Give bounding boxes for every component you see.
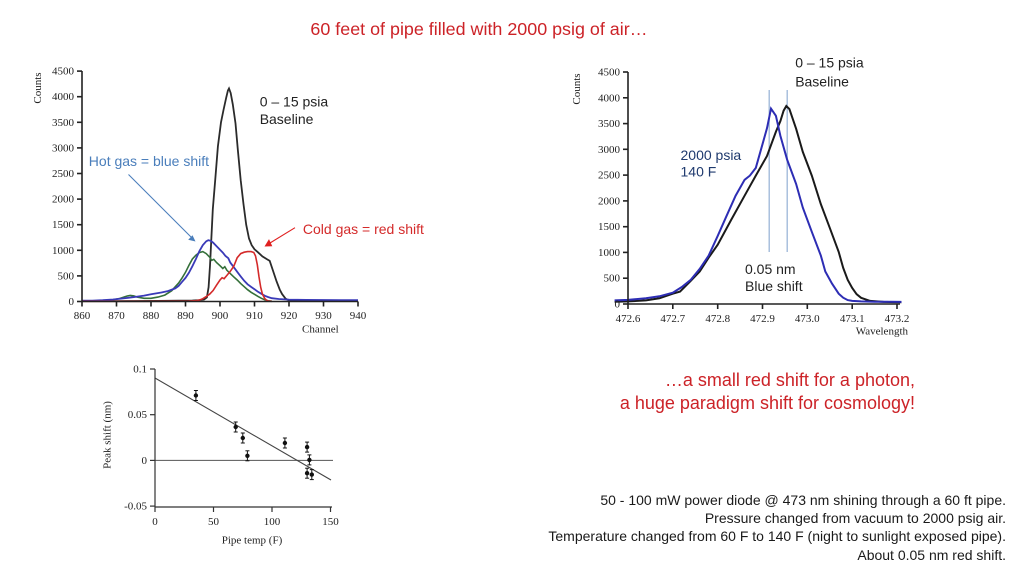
svg-text:4500: 4500 (598, 67, 621, 79)
svg-text:1500: 1500 (598, 221, 621, 233)
svg-text:3500: 3500 (52, 117, 75, 129)
svg-text:Counts: Counts (571, 73, 583, 104)
svg-text:472.7: 472.7 (660, 313, 685, 325)
svg-text:3000: 3000 (52, 142, 75, 154)
svg-text:473.0: 473.0 (795, 313, 820, 325)
svg-text:2000: 2000 (52, 194, 75, 206)
svg-text:140 F: 140 F (681, 164, 717, 180)
svg-text:4000: 4000 (598, 92, 621, 104)
svg-text:472.6: 472.6 (616, 313, 641, 325)
svg-text:Hot gas = blue shift: Hot gas = blue shift (89, 153, 209, 169)
svg-text:0.05: 0.05 (128, 409, 148, 421)
svg-text:473.1: 473.1 (840, 313, 865, 325)
svg-text:0.1: 0.1 (133, 364, 147, 376)
svg-text:Counts: Counts (32, 72, 44, 103)
svg-text:0: 0 (69, 296, 75, 308)
svg-text:870: 870 (108, 310, 125, 322)
svg-text:2000 psia: 2000 psia (681, 147, 742, 163)
svg-text:0 – 15 psia: 0 – 15 psia (795, 54, 864, 70)
svg-text:1000: 1000 (598, 247, 621, 259)
svg-text:500: 500 (604, 273, 621, 285)
svg-text:473.2: 473.2 (885, 313, 910, 325)
svg-text:150: 150 (322, 516, 339, 528)
svg-text:890: 890 (177, 310, 194, 322)
svg-text:Baseline: Baseline (795, 73, 849, 89)
svg-text:0 – 15 psia: 0 – 15 psia (260, 93, 329, 109)
svg-text:880: 880 (143, 310, 160, 322)
svg-text:930: 930 (315, 310, 332, 322)
svg-text:500: 500 (58, 270, 75, 282)
svg-text:2500: 2500 (598, 170, 621, 182)
svg-text:1000: 1000 (52, 245, 75, 257)
svg-text:910: 910 (246, 310, 263, 322)
svg-text:4000: 4000 (52, 91, 75, 103)
svg-text:940: 940 (350, 310, 367, 322)
svg-text:Blue shift: Blue shift (745, 278, 803, 294)
svg-text:920: 920 (281, 310, 298, 322)
svg-text:3500: 3500 (598, 118, 621, 130)
svg-text:Cold gas = red shift: Cold gas = red shift (303, 221, 424, 237)
svg-text:-0.05: -0.05 (124, 501, 147, 513)
svg-text:Wavelength: Wavelength (856, 326, 909, 338)
svg-text:0: 0 (142, 455, 148, 467)
svg-text:Channel: Channel (302, 324, 339, 336)
svg-text:0: 0 (615, 299, 621, 311)
svg-text:0: 0 (152, 516, 158, 528)
svg-text:Peak shift (nm): Peak shift (nm) (102, 401, 114, 469)
svg-text:4500: 4500 (52, 66, 75, 78)
svg-text:900: 900 (212, 310, 229, 322)
svg-text:50: 50 (208, 516, 220, 528)
svg-text:860: 860 (74, 310, 91, 322)
svg-text:0.05 nm: 0.05 nm (745, 261, 796, 277)
svg-text:100: 100 (264, 516, 281, 528)
svg-text:472.9: 472.9 (750, 313, 775, 325)
svg-text:472.8: 472.8 (705, 313, 730, 325)
svg-text:Baseline: Baseline (260, 111, 314, 127)
svg-text:1500: 1500 (52, 219, 75, 231)
svg-text:Pipe temp (F): Pipe temp (F) (222, 535, 283, 547)
svg-text:2000: 2000 (598, 195, 621, 207)
svg-text:3000: 3000 (598, 144, 621, 156)
svg-text:2500: 2500 (52, 168, 75, 180)
